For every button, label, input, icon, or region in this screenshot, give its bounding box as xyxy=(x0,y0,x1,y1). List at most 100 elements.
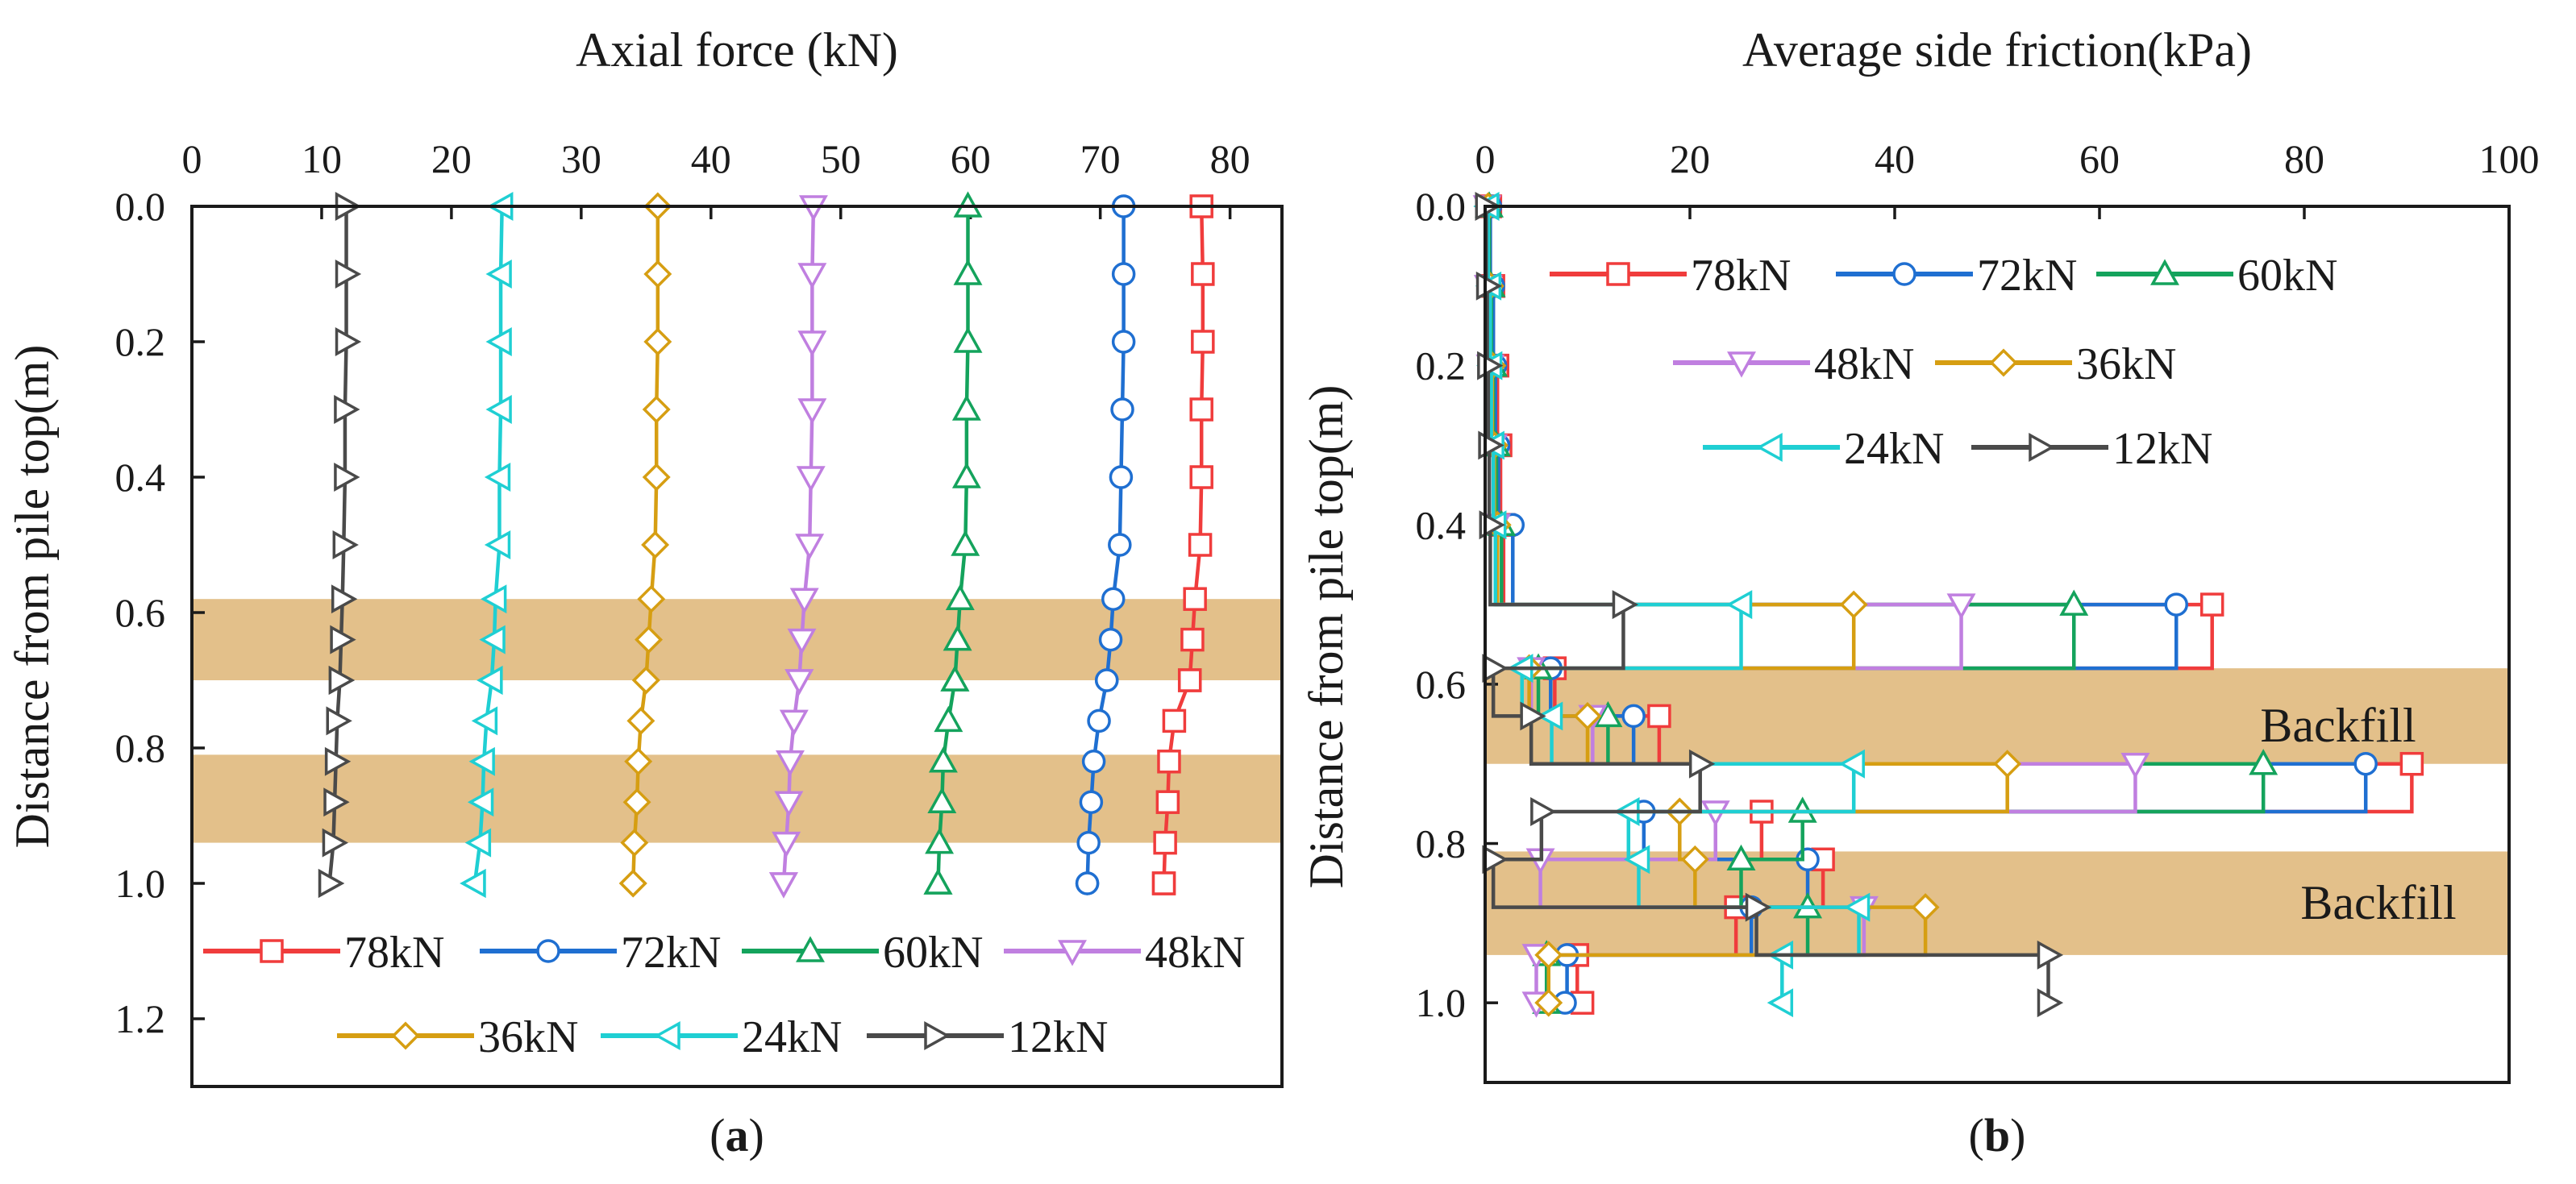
panel-b-data-point xyxy=(1530,797,1557,826)
panel-a-data-point xyxy=(481,584,507,614)
panel-b-data-point xyxy=(1911,893,1940,922)
panel-a-data-point xyxy=(934,705,963,733)
panel-a-x-tick-label: 60 xyxy=(951,136,991,181)
panel-a-data-point xyxy=(796,466,826,492)
panel-b-x-axis-title: Average side friction(kPa) xyxy=(1742,23,2252,77)
panel-b-data-point xyxy=(1534,988,1563,1017)
panel-b-legend-marker xyxy=(1756,433,1783,462)
panel-b-data-point xyxy=(2059,589,2089,616)
panel-a-x-tick-label: 50 xyxy=(821,136,861,181)
panel-a-data-point xyxy=(923,868,953,895)
panel-a-data-point xyxy=(928,746,958,773)
panel-a-legend-marker xyxy=(796,936,825,962)
panel-a-legend-label: 78kN xyxy=(344,928,444,978)
panel-b-legend-item-36kN: 36kN xyxy=(1935,339,2176,389)
panel-a-data-point xyxy=(330,625,356,654)
panel-a-data-point xyxy=(774,791,804,817)
panel-a-data-point xyxy=(485,260,512,289)
panel-b-backfill-band-2 xyxy=(1485,851,2509,955)
panel-a-legend-label: 48kN xyxy=(1145,928,1245,978)
panel-a-data-point xyxy=(1180,627,1205,652)
panel-b-series-step-line xyxy=(1488,206,2414,1003)
panel-a-data-point xyxy=(485,395,512,424)
panel-a-data-point xyxy=(953,259,983,285)
panel-a-data-point xyxy=(331,584,358,614)
panel-a-data-point xyxy=(484,463,511,492)
panel-a-x-tick-label: 0 xyxy=(182,136,202,181)
panel-b-side-friction-chart: 0 20 40 60 80 100 0.0 0.2 0.4 0.6 0.8 1.0 Average s… xyxy=(1300,23,2540,1161)
panel-b-data-point xyxy=(1570,991,1595,1015)
panel-b-legend-item-72kN: 72kN xyxy=(1836,251,2077,301)
panel-a-legend-label: 36kN xyxy=(478,1012,578,1062)
panel-a-data-point xyxy=(797,263,827,289)
panel-b-y-tick-label: 0.2 xyxy=(1416,343,1467,388)
panel-a-data-point xyxy=(471,706,498,736)
panel-b-legend-label: 72kN xyxy=(1977,251,2077,301)
panel-a-data-point xyxy=(1153,830,1177,855)
panel-a-data-point xyxy=(1075,871,1100,895)
panel-b-x-tick-label: 20 xyxy=(1670,136,1710,181)
panel-a-data-point xyxy=(484,530,511,559)
panel-a-series-60kN xyxy=(923,191,983,895)
panel-b-data-point xyxy=(1993,750,2022,779)
panel-a-data-point xyxy=(940,665,970,692)
panel-b-y-tick-label: 0.0 xyxy=(1416,184,1467,229)
panel-a-data-point xyxy=(335,327,362,356)
panel-a-data-point xyxy=(945,584,975,610)
panel-a-data-point xyxy=(642,463,671,492)
panel-b-legend-item-12kN: 12kN xyxy=(1971,424,2212,474)
panel-a-y-tick-label: 0.0 xyxy=(115,184,166,229)
panel-a-data-point xyxy=(1094,668,1119,692)
panel-b-data-point xyxy=(1843,892,1871,922)
panel-b-y-tick-label: 0.4 xyxy=(1416,502,1467,547)
panel-a-x-tick-label: 10 xyxy=(302,136,342,181)
panel-b-series-12kN xyxy=(1475,192,2064,1018)
panel-a-data-point xyxy=(642,395,671,424)
panel-b-y-tick-label: 0.6 xyxy=(1416,662,1467,707)
panel-a-data-point xyxy=(618,869,647,898)
panel-a-y-tick-label: 1.2 xyxy=(115,996,166,1041)
panel-a-data-point xyxy=(467,787,494,817)
panel-a-data-point xyxy=(324,746,352,776)
panel-a-legend-item-60kN: 60kN xyxy=(742,928,983,978)
panel-a-data-point xyxy=(776,750,805,777)
panel-a-plot-frame xyxy=(190,205,1284,1088)
panel-a-y-tick-label: 0.4 xyxy=(115,455,166,500)
panel-a-x-axis-title: Axial force (kN) xyxy=(576,23,898,77)
panel-a-data-point xyxy=(1111,330,1136,354)
panel-b-backfill-bands xyxy=(1485,668,2509,955)
panel-b-data-point xyxy=(1839,590,1868,619)
panel-a-data-point xyxy=(1109,465,1134,489)
panel-a-legend-label: 12kN xyxy=(1008,1012,1108,1062)
panel-b-data-point xyxy=(2353,751,2378,776)
panel-b-data-point xyxy=(1621,704,1646,729)
panel-a-data-point xyxy=(328,666,356,695)
panel-a-data-point xyxy=(797,398,827,425)
panel-b-data-point xyxy=(1647,704,1671,729)
panel-a-x-tick-label: 80 xyxy=(1210,136,1251,181)
panel-b-backfill-annotation-lower: Backfill xyxy=(2300,876,2456,929)
panel-a-data-point xyxy=(479,625,506,654)
panel-a-data-point xyxy=(626,706,655,735)
panel-a-data-point xyxy=(953,326,983,353)
panel-b-legend-label: 48kN xyxy=(1814,339,1914,389)
panel-b-data-point xyxy=(1680,845,1709,874)
panel-a-y-tick-label: 1.0 xyxy=(115,861,166,906)
panel-a-legend-item-78kN: 78kN xyxy=(203,928,444,978)
panel-a-legend-marker xyxy=(391,1021,420,1050)
panel-b-y-tick-label: 1.0 xyxy=(1416,980,1467,1025)
panel-a-data-point xyxy=(460,869,486,898)
panel-b-data-point xyxy=(1726,844,1756,871)
panel-a-data-point xyxy=(1098,627,1123,652)
panel-b-data-point xyxy=(2037,940,2064,970)
panel-a-data-point xyxy=(1151,871,1176,895)
panel-b-legend-label: 60kN xyxy=(2237,251,2337,301)
panel-a-data-point xyxy=(768,872,798,899)
panel-a-data-point xyxy=(951,462,981,488)
panel-a-data-point xyxy=(1101,587,1126,611)
panel-a-legend-marker xyxy=(536,939,560,963)
panel-b-legend-item-78kN: 78kN xyxy=(1550,251,1791,301)
panel-b-x-tick-label: 80 xyxy=(2284,136,2324,181)
panel-b-legend-item-24kN: 24kN xyxy=(1703,424,1944,474)
